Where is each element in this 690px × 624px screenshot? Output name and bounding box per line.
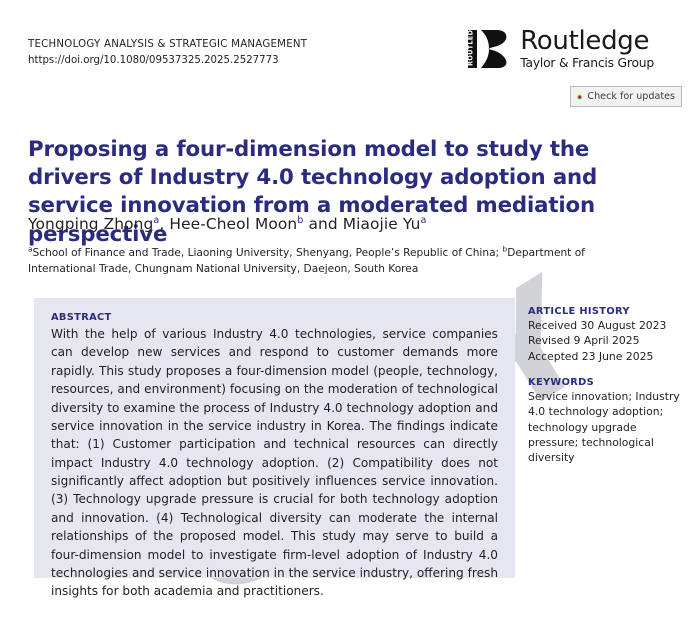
author-affiliation-marker: b bbox=[297, 214, 304, 226]
author-affiliation-marker: a bbox=[420, 214, 427, 226]
routledge-mark-icon: ROUTLEDGE bbox=[467, 26, 507, 68]
received-date: Received 30 August 2023 bbox=[528, 319, 667, 332]
author-entry: Hee-Cheol Moonb bbox=[169, 215, 303, 233]
abstract-panel: ABSTRACT With the help of various Indust… bbox=[34, 298, 515, 598]
article-doi[interactable]: https://doi.org/10.1080/09537325.2025.25… bbox=[28, 54, 279, 66]
crossmark-icon bbox=[577, 94, 583, 99]
accepted-date: Accepted 23 June 2025 bbox=[528, 349, 654, 363]
publisher-imprint: Taylor & Francis Group bbox=[520, 56, 654, 71]
author-separator: , bbox=[159, 215, 170, 233]
check-for-updates-label: Check for updates bbox=[587, 91, 675, 102]
author-name[interactable]: Hee-Cheol Moon bbox=[169, 215, 298, 233]
abstract-body: With the help of various Industry 4.0 te… bbox=[51, 327, 498, 599]
keywords-group: KEYWORDS Service innovation; Industry 4.… bbox=[528, 377, 680, 466]
author-list: Yongping Zhonga, Hee-Cheol Moonb and Mia… bbox=[28, 215, 658, 233]
affiliation-text: Department of International Trade, Chung… bbox=[28, 247, 585, 275]
routledge-logo[interactable]: ROUTLEDGE Routledge Taylor & Francis Gro… bbox=[467, 26, 654, 72]
article-metadata-column: ARTICLE HISTORY Received 30 August 2023 … bbox=[528, 306, 680, 466]
article-history-dates: Received 30 August 2023 Revised 9 April … bbox=[528, 318, 680, 364]
article-history-group: ARTICLE HISTORY Received 30 August 2023 … bbox=[528, 306, 680, 364]
keywords-heading: KEYWORDS bbox=[528, 376, 595, 388]
routledge-wordmark: Routledge Taylor & Francis Group bbox=[520, 28, 654, 69]
author-affiliation-marker: a bbox=[153, 214, 160, 226]
affiliation-text: School of Finance and Trade, Liaoning Un… bbox=[32, 247, 500, 259]
abstract-heading: ABSTRACT bbox=[51, 312, 112, 323]
author-name[interactable]: Yongping Zhong bbox=[28, 215, 154, 233]
keywords-list[interactable]: Service innovation; Industry 4.0 technol… bbox=[528, 389, 680, 465]
article-history-heading: ARTICLE HISTORY bbox=[528, 306, 630, 317]
affiliation-marker: a bbox=[28, 244, 33, 254]
journal-identification: TECHNOLOGY ANALYSIS & STRATEGIC MANAGEME… bbox=[28, 38, 307, 69]
affiliation-list: aSchool of Finance and Trade, Liaoning U… bbox=[28, 244, 640, 278]
affiliation-marker: b bbox=[502, 244, 508, 254]
revised-date: Revised 9 April 2025 bbox=[528, 334, 640, 348]
author-entry: Yongping Zhonga bbox=[28, 215, 159, 233]
check-for-updates-button[interactable]: Check for updates bbox=[570, 86, 682, 107]
journal-title: TECHNOLOGY ANALYSIS & STRATEGIC MANAGEME… bbox=[28, 39, 308, 50]
svg-text:ROUTLEDGE: ROUTLEDGE bbox=[467, 26, 475, 66]
author-entry: Miaojie Yua bbox=[343, 215, 427, 233]
article-title: Proposing a four-dimension model to stud… bbox=[28, 137, 598, 247]
author-separator: and bbox=[303, 215, 343, 233]
publisher-name: Routledge bbox=[520, 26, 650, 57]
author-name[interactable]: Miaojie Yu bbox=[342, 215, 421, 233]
